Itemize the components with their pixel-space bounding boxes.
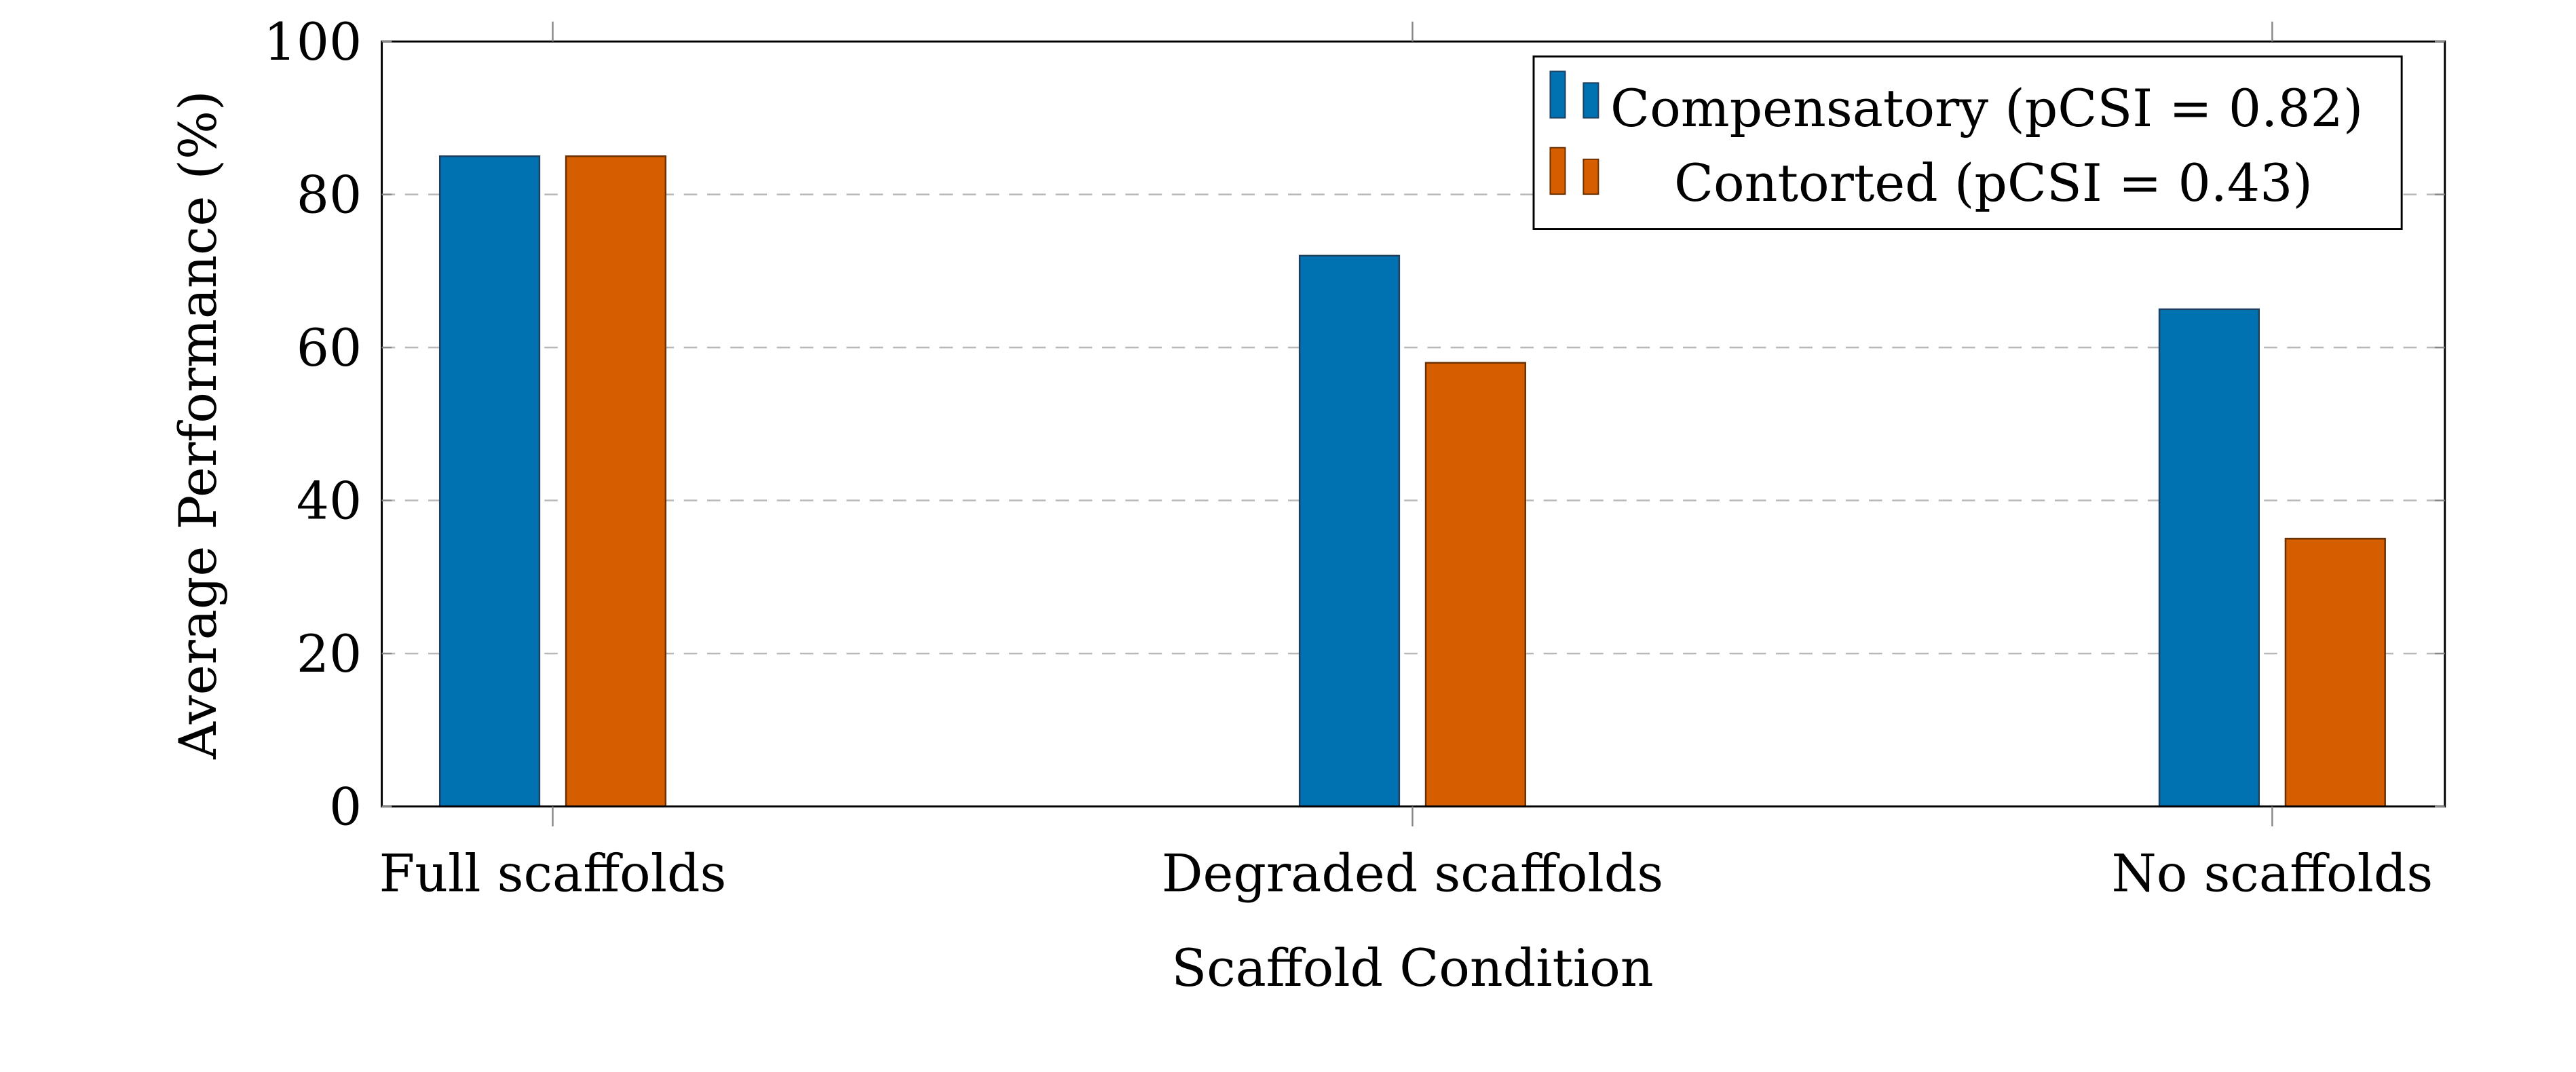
bar-compensatory (1298, 254, 1401, 807)
legend-label-compensatory: Compensatory (pCSI = 0.82) (1610, 79, 2363, 138)
y-tick-label: 80 (297, 166, 362, 225)
legend-swatch-compensatory (1583, 82, 1599, 119)
gridlines (381, 193, 2445, 655)
bar-compensatory (438, 155, 541, 807)
bar-contorted (1424, 362, 1526, 807)
legend-box (1532, 55, 2403, 230)
bar-contorted (2284, 537, 2386, 807)
legend-swatch-compensatory (1549, 71, 1566, 119)
y-tick-label: 100 (264, 12, 362, 72)
x-axis-ticks: Full scaffolds Degraded scaffolds No scaff… (379, 21, 2433, 903)
y-tick-label: 0 (329, 778, 362, 837)
y-axis-label: Average Performance (%) (168, 90, 228, 760)
x-tick-label: Full scaffolds (379, 843, 727, 903)
y-tick-label: 60 (297, 318, 362, 378)
x-tick-label: No scaffolds (2111, 843, 2433, 903)
legend-swatch-contorted (1549, 147, 1566, 195)
bar-compensatory (2158, 308, 2260, 807)
legend-swatch-contorted (1583, 158, 1599, 195)
bar-contorted (565, 155, 667, 807)
bars (438, 155, 2386, 807)
legend: Compensatory (pCSI = 0.82) Contorted (pC… (1532, 55, 2403, 230)
y-axis-ticks: 0 20 40 60 80 100 (264, 12, 2445, 837)
legend-label-contorted: Contorted (pCSI = 0.43) (1674, 153, 2313, 213)
x-tick-label: Degraded scaffolds (1162, 843, 1663, 903)
y-tick-label: 40 (297, 472, 362, 531)
x-axis-label: Scaffold Condition (1171, 938, 1653, 998)
y-tick-label: 20 (297, 624, 362, 684)
